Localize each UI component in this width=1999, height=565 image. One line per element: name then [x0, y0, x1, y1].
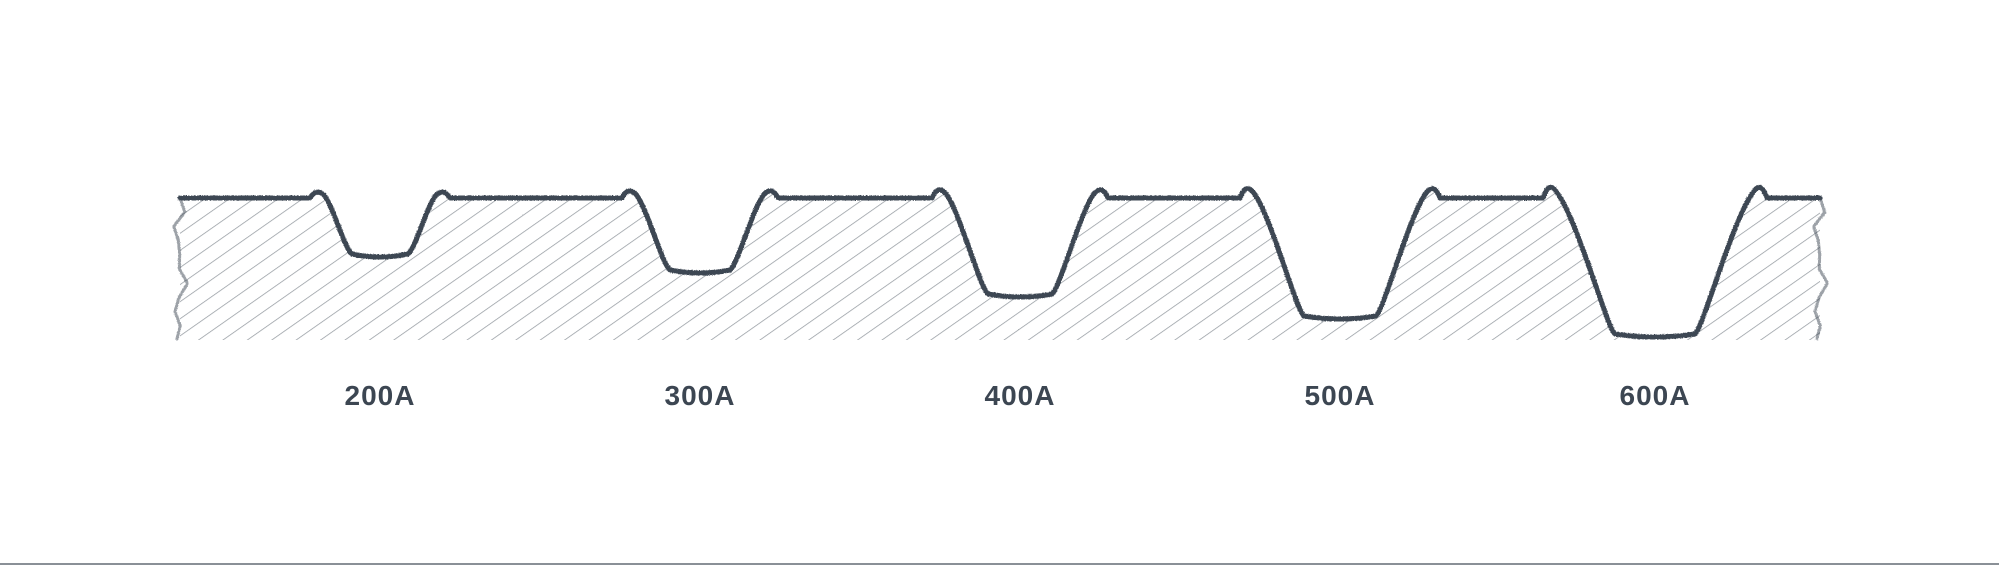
weld-penetration-diagram	[0, 0, 1999, 565]
diagram-stage: 200A300A400A500A600A	[0, 0, 1999, 565]
